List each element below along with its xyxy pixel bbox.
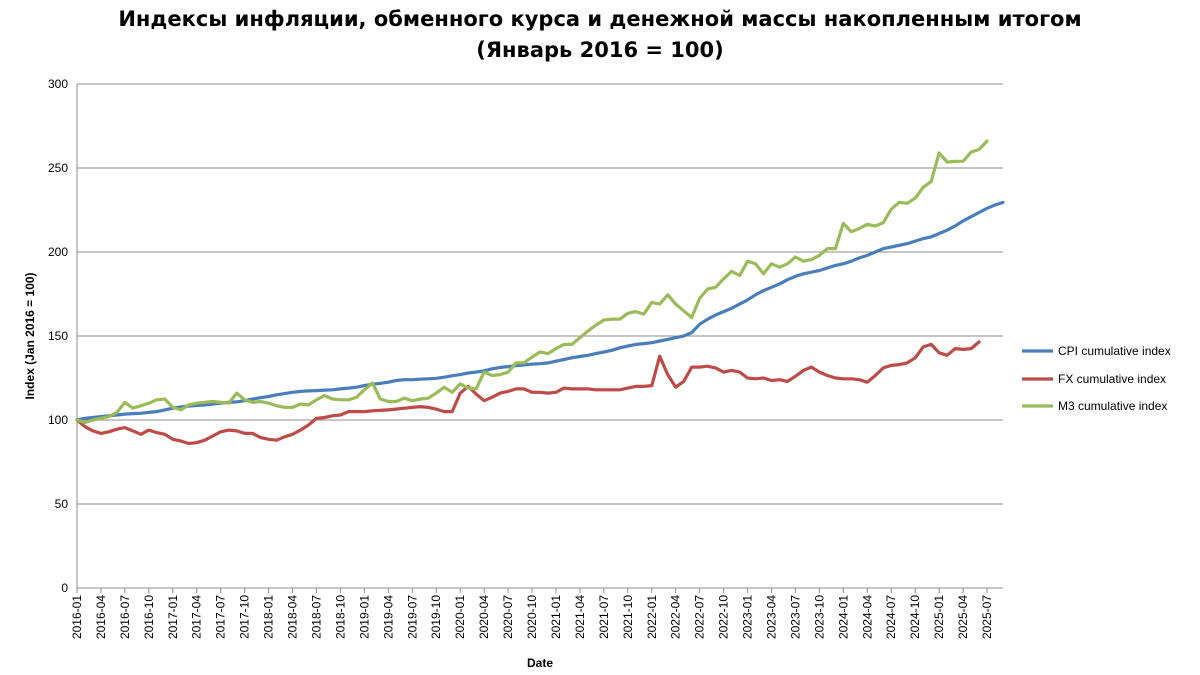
- x-axis: 2016-01 2016-04 2016-07 2016-10 2017-01 2017-…: [70, 84, 1003, 639]
- series-line-1: [75, 340, 981, 446]
- x-tick-label: 2025-07: [980, 595, 994, 639]
- legend-label-1: FX cumulative index: [1058, 372, 1166, 386]
- x-tick-label: 2018-07: [309, 595, 323, 639]
- x-tick-label: 2023-07: [788, 595, 802, 639]
- x-tick-label: 2023-01: [741, 595, 755, 639]
- x-tick-label: 2019-10: [429, 595, 443, 639]
- x-tick-label: 2025-04: [956, 595, 970, 639]
- y-tick-label: 100: [48, 413, 68, 427]
- y-tick-label: 50: [55, 497, 69, 511]
- x-tick-label: 2021-07: [597, 595, 611, 639]
- x-tick-label: 2018-01: [262, 595, 276, 639]
- chart-subtitle: (Январь 2016 = 100): [476, 38, 724, 62]
- legend: CPI cumulative index FX cumulative index M…: [1022, 344, 1171, 413]
- x-tick-label: 2022-01: [645, 595, 659, 639]
- x-tick-label: 2021-04: [573, 595, 587, 639]
- x-tick-label: 2016-10: [142, 595, 156, 639]
- x-tick-label: 2023-04: [765, 595, 779, 639]
- x-tick-label: 2020-04: [477, 595, 491, 639]
- x-tick-label: 2019-01: [357, 595, 371, 639]
- x-tick-label: 2016-04: [94, 595, 108, 639]
- x-tick-label: 2018-10: [333, 595, 347, 639]
- x-tick-label: 2020-07: [501, 595, 515, 639]
- y-axis-title: Index (Jan 2016 = 100): [23, 272, 37, 399]
- x-tick-label: 2017-04: [190, 595, 204, 639]
- x-tick-label: 2023-10: [812, 595, 826, 639]
- x-tick-label: 2024-04: [860, 595, 874, 639]
- x-tick-label: 2022-10: [717, 595, 731, 639]
- x-tick-label: 2024-01: [836, 595, 850, 639]
- y-tick-label: 250: [48, 161, 68, 175]
- legend-label-0: CPI cumulative index: [1058, 344, 1171, 358]
- series-line-0: [75, 200, 1005, 422]
- x-tick-label: 2020-10: [525, 595, 539, 639]
- x-tick-label: 2025-01: [932, 595, 946, 639]
- x-tick-label: 2017-07: [214, 595, 228, 639]
- series-line-2: [75, 139, 989, 425]
- y-tick-label: 0: [61, 581, 68, 595]
- x-tick-label: 2024-10: [908, 595, 922, 639]
- x-tick-label: 2016-07: [118, 595, 132, 639]
- series-lines: [75, 139, 1005, 446]
- x-tick-label: 2019-04: [381, 595, 395, 639]
- chart-title: Индексы инфляции, обменного курса и дене…: [118, 7, 1082, 31]
- x-tick-label: 2016-01: [70, 595, 84, 639]
- x-tick-label: 2018-04: [286, 595, 300, 639]
- chart-title-block: Индексы инфляции, обменного курса и дене…: [0, 4, 1200, 66]
- x-tick-label: 2019-07: [405, 595, 419, 639]
- x-tick-label: 2022-07: [693, 595, 707, 639]
- x-axis-title: Date: [527, 656, 553, 670]
- x-tick-label: 2024-07: [884, 595, 898, 639]
- x-tick-label: 2017-01: [166, 595, 180, 639]
- x-tick-label: 2021-01: [549, 595, 563, 639]
- legend-label-2: M3 cumulative index: [1058, 399, 1167, 413]
- y-tick-label: 300: [48, 77, 68, 91]
- y-tick-label: 200: [48, 245, 68, 259]
- x-tick-label: 2022-04: [669, 595, 683, 639]
- x-tick-label: 2020-01: [453, 595, 467, 639]
- y-axis-ticks: 0 50 100 150 200 250 300: [48, 77, 68, 595]
- gridlines: [77, 83, 1003, 505]
- x-tick-label: 2017-10: [238, 595, 252, 639]
- y-tick-label: 150: [48, 329, 68, 343]
- x-tick-label: 2021-10: [621, 595, 635, 639]
